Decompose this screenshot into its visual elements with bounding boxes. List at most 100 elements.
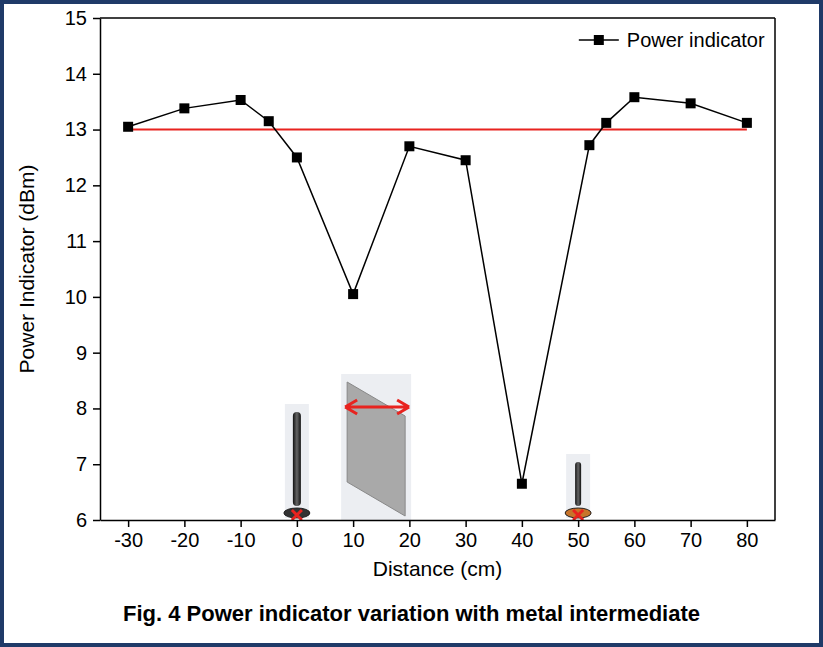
x-tick: 60 <box>624 520 646 551</box>
y-tick: 9 <box>76 342 100 364</box>
x-tick-label: 50 <box>568 529 590 551</box>
data-point <box>404 141 414 151</box>
icon-backdrop <box>285 404 309 518</box>
y-tick-mark <box>93 18 100 20</box>
x-tick-mark <box>297 520 299 527</box>
y-tick-label: 13 <box>65 118 87 140</box>
data-point <box>179 103 189 113</box>
x-tick-mark <box>747 520 749 527</box>
y-axis-line <box>100 19 102 521</box>
x-axis-line <box>101 520 776 522</box>
x-tick: 80 <box>736 520 758 551</box>
x-tick-mark <box>128 520 130 527</box>
frame-top <box>100 17 775 19</box>
x-tick: 50 <box>568 520 590 551</box>
y-tick-label: 6 <box>76 509 87 531</box>
data-point <box>601 118 611 128</box>
position-cross <box>292 510 302 520</box>
x-tick: 0 <box>292 520 303 551</box>
y-tick-mark <box>93 520 100 522</box>
figure-caption: Fig. 4 Power indicator variation with me… <box>123 601 700 626</box>
x-tick: 10 <box>343 520 365 551</box>
y-tick-label: 11 <box>66 230 87 252</box>
data-point <box>264 116 274 126</box>
position-cross <box>573 510 583 520</box>
x-tick-label: 70 <box>680 529 702 551</box>
data-point <box>348 289 358 299</box>
x-tick-mark <box>465 520 467 527</box>
x-tick-label: 40 <box>511 529 533 551</box>
movement-arrow <box>345 400 409 414</box>
y-tick-label: 15 <box>65 7 87 29</box>
y-tick-label: 9 <box>76 342 87 364</box>
x-tick-label: 60 <box>624 529 646 551</box>
data-point <box>517 479 527 489</box>
x-tick-mark <box>240 520 242 527</box>
antenna-rod <box>293 412 301 506</box>
y-tick-mark <box>93 185 100 187</box>
x-tick-label: -30 <box>114 529 143 551</box>
legend-marker <box>594 35 604 45</box>
antenna-rod <box>575 462 581 506</box>
y-tick-label: 8 <box>76 397 87 419</box>
y-tick: 15 <box>65 7 100 29</box>
x-tick-mark <box>409 520 411 527</box>
data-point <box>292 152 302 162</box>
legend: Power indicator <box>579 29 765 51</box>
y-tick-mark <box>93 241 100 243</box>
reference-line <box>128 129 747 131</box>
y-tick: 6 <box>76 509 100 531</box>
y-tick-mark <box>93 464 100 466</box>
y-tick: 12 <box>65 174 100 196</box>
data-point <box>236 95 246 105</box>
icon-backdrop <box>566 454 590 518</box>
y-tick: 11 <box>66 230 100 252</box>
x-tick-mark <box>184 520 186 527</box>
x-tick-mark <box>634 520 636 527</box>
data-point <box>686 98 696 108</box>
data-point <box>629 92 639 102</box>
y-tick-mark <box>93 352 100 354</box>
x-tick-label: 10 <box>343 529 365 551</box>
x-tick: -10 <box>227 520 256 551</box>
setup-illustration <box>284 374 591 520</box>
y-tick-mark <box>93 74 100 76</box>
data-point <box>123 122 133 132</box>
x-tick-mark <box>690 520 692 527</box>
x-tick: 20 <box>399 520 421 551</box>
x-tick: 40 <box>511 520 533 551</box>
y-tick-mark <box>93 297 100 299</box>
data-point <box>461 155 471 165</box>
plate-backdrop <box>341 374 411 520</box>
x-tick: 70 <box>680 520 702 551</box>
x-tick-label: -20 <box>170 529 199 551</box>
x-tick-mark <box>353 520 355 527</box>
y-tick: 7 <box>76 453 100 475</box>
y-tick-mark <box>93 129 100 131</box>
y-tick-label: 10 <box>65 286 87 308</box>
y-axis-title: Power Indicator (dBm) <box>15 165 38 374</box>
series-line <box>128 97 747 484</box>
legend-label: Power indicator <box>627 29 765 51</box>
x-tick-label: -10 <box>227 529 256 551</box>
y-tick-label: 14 <box>65 63 87 85</box>
y-tick-label: 7 <box>76 453 87 475</box>
y-tick-label: 12 <box>65 174 87 196</box>
x-tick-mark <box>578 520 580 527</box>
antenna-icon <box>565 454 591 520</box>
y-tick: 13 <box>65 118 100 140</box>
x-tick-label: 20 <box>399 529 421 551</box>
x-tick-label: 80 <box>736 529 758 551</box>
y-axis: 6 7 8 9 10 11 12 13 14 15 <box>65 7 101 531</box>
figure-frame: -30 -20 -10 0 10 20 30 40 50 60 70 80 6 7 8 9 10 11 12 13 14… <box>0 0 823 647</box>
x-axis-title: Distance (cm) <box>373 557 503 580</box>
y-tick: 8 <box>76 397 100 419</box>
y-tick: 10 <box>65 286 100 308</box>
x-tick-label: 30 <box>455 529 477 551</box>
x-tick: -20 <box>170 520 199 551</box>
data-point <box>584 140 594 150</box>
x-tick-mark <box>522 520 524 527</box>
x-tick: -30 <box>114 520 143 551</box>
x-tick-label: 0 <box>292 529 303 551</box>
antenna-icon <box>284 404 310 520</box>
